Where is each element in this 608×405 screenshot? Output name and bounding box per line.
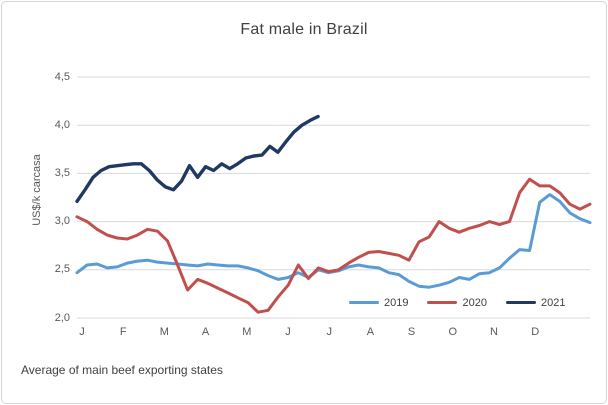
x-tick-label: N	[490, 326, 498, 338]
x-tick-label: A	[366, 326, 375, 338]
legend-line-swatch	[427, 300, 458, 305]
footer-note: Average of main beef exporting states	[21, 363, 223, 377]
chart-title: Fat male in Brazil	[240, 21, 368, 38]
x-tick-label: S	[407, 326, 416, 338]
x-tick-label: D	[531, 326, 540, 338]
legend-item-2021[interactable]: 2021	[505, 296, 566, 309]
x-tick-label: J	[285, 326, 291, 338]
y-tick-label: 3,5	[54, 166, 70, 179]
x-tick-label: J	[79, 326, 85, 338]
y-tick-label: 3,0	[54, 215, 70, 228]
y-tick-label: 4,5	[54, 70, 70, 83]
x-tick-label: M	[159, 326, 169, 338]
x-tick-label: O	[448, 326, 458, 338]
x-tick-label: A	[201, 326, 210, 338]
x-tick-label: J	[326, 326, 332, 338]
legend-label: 2021	[540, 296, 566, 309]
legend-label: 2020	[462, 296, 487, 309]
legend-line-swatch	[349, 300, 379, 305]
y-tick-label: 2,0	[54, 311, 70, 324]
chart-legend: 2019 2020 2021	[349, 295, 565, 310]
series-line-2021[interactable]	[75, 114, 320, 204]
legend-line-swatch	[505, 300, 536, 305]
x-tick-label: F	[119, 326, 127, 338]
y-tick-label: 2,5	[54, 263, 70, 276]
legend-item-2020[interactable]: 2020	[427, 296, 487, 309]
x-tick-label: M	[242, 326, 252, 338]
series-line-2020[interactable]	[75, 177, 592, 314]
legend-item-2019[interactable]: 2019	[349, 297, 408, 309]
y-tick-label: 4,0	[54, 118, 70, 131]
legend-label: 2019	[384, 296, 409, 309]
y-axis-title: US$/k carcasa	[31, 154, 43, 226]
